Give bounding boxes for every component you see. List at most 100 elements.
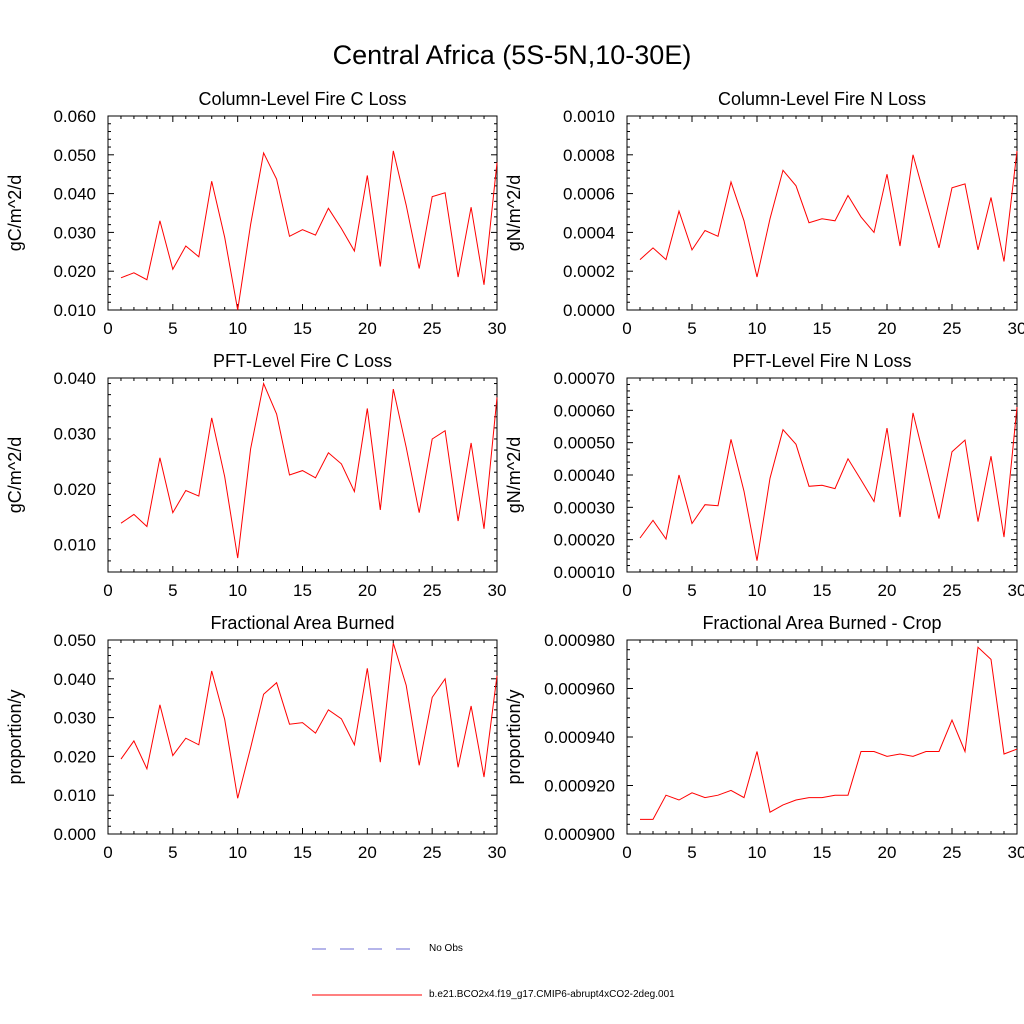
- panel-5-xtick-label: 30: [488, 843, 507, 862]
- panel-6-xtick-label: 0: [622, 843, 631, 862]
- panel-3-ytick-label: 0.010: [53, 535, 96, 554]
- panel-1-xtick-label: 10: [228, 319, 247, 338]
- panel-1-ylabel: gC/m^2/d: [5, 175, 25, 251]
- panel-2-xtick-label: 25: [943, 319, 962, 338]
- panel-5-series-line: [120, 642, 498, 799]
- panel-3-xtick-label: 0: [103, 581, 112, 600]
- panel-1-ytick-label: 0.060: [53, 107, 96, 126]
- panel-2-ytick-label: 0.0008: [563, 146, 615, 165]
- panel-3-series-line: [120, 381, 498, 559]
- panel-5-xtick-label: 15: [293, 843, 312, 862]
- panel-4-ytick-label: 0.00060: [554, 401, 615, 420]
- panel-1-xtick-label: 0: [103, 319, 112, 338]
- panel-1-series-line: [120, 150, 498, 311]
- panel-5-xtick-label: 0: [103, 843, 112, 862]
- panel-4-frame: [626, 377, 1018, 573]
- panel-4-ytick-label: 0.00030: [554, 498, 615, 517]
- panel-2-title: Column-Level Fire N Loss: [718, 89, 926, 109]
- panel-4-ylabel: gN/m^2/d: [504, 437, 524, 513]
- panel-2-ytick-label: 0.0000: [563, 301, 615, 320]
- legend-obs-label: No Obs: [429, 943, 463, 954]
- panel-5-frame: [107, 639, 498, 835]
- panel-1-xtick-label: 30: [488, 319, 507, 338]
- panel-4-xtick-label: 30: [1008, 581, 1024, 600]
- legend-obs-swatch: [312, 948, 422, 950]
- panel-6-xtick-label: 30: [1008, 843, 1024, 862]
- panel-2-frame: [626, 115, 1018, 311]
- legend-model-swatch: [312, 994, 422, 996]
- panel-1-ytick-label: 0.030: [53, 223, 96, 242]
- panel-6-ytick-label: 0.000900: [544, 825, 615, 844]
- panel-6-xtick-label: 10: [748, 843, 767, 862]
- panel-4-xtick-label: 0: [622, 581, 631, 600]
- panel-2-xtick-label: 10: [748, 319, 767, 338]
- panel-1-ytick-label: 0.010: [53, 301, 96, 320]
- panel-1-ytick-label: 0.020: [53, 262, 96, 281]
- panel-5-ytick-label: 0.000: [53, 825, 96, 844]
- panel-4-xtick-label: 25: [943, 581, 962, 600]
- panel-2-ytick-label: 0.0004: [563, 223, 615, 242]
- panel-6-xtick-label: 25: [943, 843, 962, 862]
- panel-6-ytick-label: 0.000980: [544, 631, 615, 650]
- panel-3-xtick-label: 15: [293, 581, 312, 600]
- panel-1-xtick-label: 15: [293, 319, 312, 338]
- panel-4-xtick-label: 15: [813, 581, 832, 600]
- panel-5-ytick-label: 0.020: [53, 747, 96, 766]
- panel-3-xtick-label: 5: [168, 581, 177, 600]
- panel-4-xtick-label: 20: [878, 581, 897, 600]
- panel-6-xtick-label: 15: [813, 843, 832, 862]
- panel-5-ylabel: proportion/y: [5, 689, 25, 784]
- panel-6-ytick-label: 0.000940: [544, 728, 615, 747]
- panel-1-xtick-label: 20: [358, 319, 377, 338]
- panel-5-xtick-label: 10: [228, 843, 247, 862]
- panel-2-series-line: [639, 150, 1018, 278]
- panel-3-ylabel: gC/m^2/d: [5, 437, 25, 513]
- panel-2-ytick-label: 0.0010: [563, 107, 615, 126]
- panel-2-ytick-label: 0.0006: [563, 185, 615, 204]
- panel-5-ytick-label: 0.040: [53, 670, 96, 689]
- panel-2-xtick-label: 5: [687, 319, 696, 338]
- panel-6-xtick-label: 5: [687, 843, 696, 862]
- panel-6-ytick-label: 0.000920: [544, 777, 615, 796]
- panel-3-frame: [107, 377, 498, 573]
- panel-2-xtick-label: 20: [878, 319, 897, 338]
- panel-6-xtick-label: 20: [878, 843, 897, 862]
- panel-3-ytick-label: 0.020: [53, 480, 96, 499]
- panel-1-ytick-label: 0.050: [53, 146, 96, 165]
- panel-1-xtick-label: 25: [423, 319, 442, 338]
- panel-5-ytick-label: 0.050: [53, 631, 96, 650]
- panel-3-ytick-label: 0.040: [53, 369, 96, 388]
- page-title: Central Africa (5S-5N,10-30E): [332, 40, 692, 70]
- panel-3-xtick-label: 25: [423, 581, 442, 600]
- panel-4-title: PFT-Level Fire N Loss: [732, 351, 911, 371]
- panel-2-xtick-label: 0: [622, 319, 631, 338]
- panel-3-ytick-label: 0.030: [53, 424, 96, 443]
- panel-4-ytick-label: 0.00070: [554, 369, 615, 388]
- panel-3-xtick-label: 20: [358, 581, 377, 600]
- legend-model-label: b.e21.BCO2x4.f19_g17.CMIP6-abrupt4xCO2-2…: [429, 989, 675, 1000]
- panel-4-ytick-label: 0.00040: [554, 466, 615, 485]
- panel-5-title: Fractional Area Burned: [210, 613, 394, 633]
- panel-2-xtick-label: 30: [1008, 319, 1024, 338]
- panel-4-ytick-label: 0.00020: [554, 531, 615, 550]
- panel-6-series-line: [640, 646, 1018, 820]
- panel-2-ylabel: gN/m^2/d: [504, 175, 524, 251]
- panel-4-ytick-label: 0.00010: [554, 563, 615, 582]
- panel-4-series-line: [639, 407, 1018, 561]
- panel-6-title: Fractional Area Burned - Crop: [702, 613, 941, 633]
- panel-3-xtick-label: 30: [488, 581, 507, 600]
- panel-5-xtick-label: 5: [168, 843, 177, 862]
- panel-5-xtick-label: 25: [423, 843, 442, 862]
- panel-1-xtick-label: 5: [168, 319, 177, 338]
- panel-4-ytick-label: 0.00050: [554, 434, 615, 453]
- panel-1-frame: [107, 115, 498, 311]
- panel-5-ytick-label: 0.030: [53, 709, 96, 728]
- panel-2-ytick-label: 0.0002: [563, 262, 615, 281]
- panel-5-ytick-label: 0.010: [53, 786, 96, 805]
- panel-5-xtick-label: 20: [358, 843, 377, 862]
- panel-1-title: Column-Level Fire C Loss: [198, 89, 406, 109]
- panel-6-ylabel: proportion/y: [504, 689, 524, 784]
- panel-4-xtick-label: 5: [687, 581, 696, 600]
- panel-1-ytick-label: 0.040: [53, 185, 96, 204]
